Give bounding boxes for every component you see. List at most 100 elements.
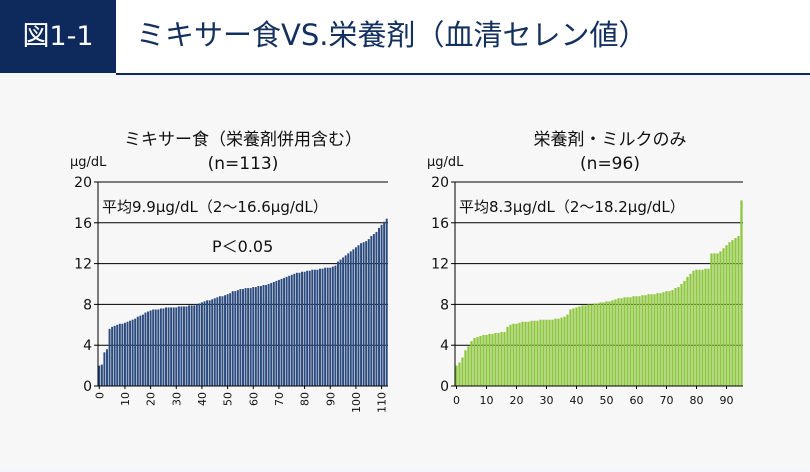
bar — [698, 269, 701, 386]
bar — [277, 279, 280, 386]
bar — [635, 296, 638, 386]
bar — [659, 293, 662, 386]
x-tick-label: 20 — [145, 392, 158, 406]
bar — [103, 352, 106, 386]
bar — [267, 284, 270, 386]
bar — [298, 272, 301, 386]
charts-panel: ミキサー食（栄養剤併用含む） (n=113) μg/dL 0 4 8 12 16 20 0 10 20… — [0, 78, 810, 468]
bar — [500, 331, 503, 386]
bar — [383, 221, 386, 386]
bar — [106, 349, 108, 386]
bar — [319, 268, 321, 386]
x-tick-label: 40 — [570, 394, 584, 407]
y-tick-label: 0 — [83, 379, 92, 395]
bar — [301, 271, 304, 386]
bar — [608, 301, 611, 386]
bar — [272, 281, 275, 386]
x-tick-label: 10 — [480, 394, 494, 407]
x-tick-label: 0 — [453, 394, 460, 407]
bar — [602, 302, 605, 386]
bar — [98, 365, 101, 386]
x-tick-label: 0 — [93, 392, 106, 399]
bar — [172, 307, 175, 386]
bar — [365, 241, 368, 386]
bar — [316, 269, 319, 386]
y-axis-unit-label: μg/dL — [70, 155, 107, 170]
bar — [521, 321, 524, 386]
y-tick-label: 16 — [74, 216, 92, 232]
bar — [566, 314, 569, 386]
bar — [152, 309, 155, 386]
y-tick-label: 8 — [440, 297, 449, 313]
bar — [491, 333, 494, 386]
bar — [262, 285, 265, 386]
y-tick-label: 20 — [431, 175, 449, 191]
bar — [357, 245, 360, 386]
y-tick-label: 20 — [74, 175, 92, 191]
bar — [467, 346, 470, 386]
bar — [118, 323, 121, 386]
bar — [139, 315, 142, 386]
bar — [695, 269, 698, 386]
bar — [206, 300, 209, 386]
bar — [203, 301, 206, 386]
x-tick-label: 110 — [376, 392, 389, 413]
bar — [578, 306, 581, 386]
bar — [147, 311, 150, 386]
bar — [548, 319, 551, 386]
bar — [336, 261, 339, 386]
y-tick-label: 8 — [83, 297, 92, 313]
bar — [524, 321, 527, 386]
bar — [378, 227, 380, 386]
bar — [200, 302, 203, 386]
bar — [482, 335, 485, 386]
bar — [539, 319, 542, 386]
bar — [231, 291, 234, 386]
bar — [195, 304, 198, 386]
bar — [722, 248, 725, 386]
y-tick-label: 16 — [431, 216, 449, 232]
bar — [221, 296, 224, 386]
bar — [725, 245, 728, 386]
bar — [668, 291, 671, 386]
bar — [581, 305, 584, 386]
bar — [593, 303, 596, 386]
bar — [170, 307, 173, 386]
bar — [656, 293, 659, 386]
bar — [557, 318, 560, 386]
bar — [254, 287, 257, 386]
bar — [503, 331, 506, 386]
y-tick-label: 12 — [431, 257, 449, 273]
bar — [385, 218, 388, 386]
bar — [213, 298, 216, 386]
x-tick-label: 30 — [540, 394, 554, 407]
bar — [488, 333, 491, 386]
y-tick-label: 12 — [74, 257, 92, 273]
bar — [509, 324, 512, 386]
y-tick-label: 4 — [83, 338, 92, 354]
y-tick-label: 0 — [440, 379, 449, 395]
bar — [584, 305, 587, 386]
bar — [611, 300, 614, 386]
bar — [229, 293, 232, 386]
bar — [308, 270, 311, 386]
chart-formula-milk: 栄養剤・ミルクのみ (n=96) μg/dL 0 4 8 12 16 20 0 10 20 30 40 50… — [427, 130, 743, 407]
bar — [136, 316, 139, 386]
bar — [461, 357, 464, 386]
charts-svg: ミキサー食（栄養剤併用含む） (n=113) μg/dL 0 4 8 12 16 20 0 10 20… — [70, 130, 743, 413]
chart-subtitle: (n=96) — [580, 154, 640, 174]
bar — [218, 296, 221, 386]
bar — [497, 332, 500, 386]
bar — [134, 318, 137, 386]
x-tick-label: 50 — [600, 394, 614, 407]
bar — [530, 320, 533, 386]
bar — [372, 234, 375, 386]
bar — [349, 251, 352, 386]
bar — [188, 305, 191, 386]
chart-annotation: P＜0.05 — [212, 237, 273, 256]
bar — [303, 271, 306, 386]
bar — [476, 337, 479, 386]
bar — [599, 302, 602, 386]
bar — [252, 287, 255, 386]
bar — [265, 285, 268, 386]
